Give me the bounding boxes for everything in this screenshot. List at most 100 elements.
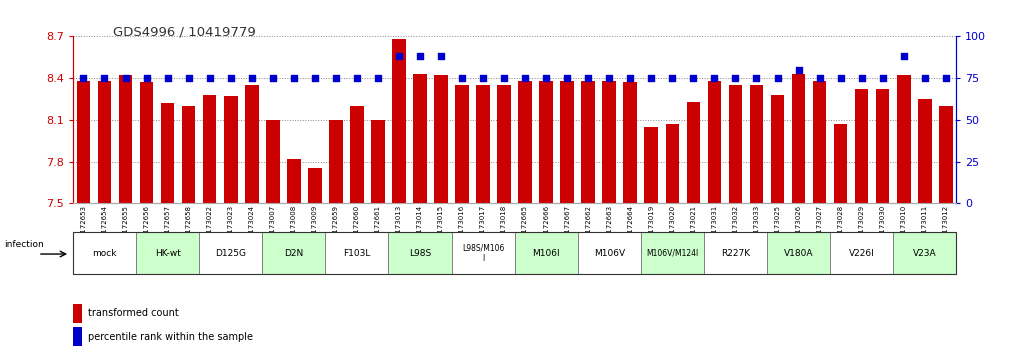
Bar: [262, 232, 325, 274]
Point: [665, 75, 681, 81]
Point: [895, 53, 912, 59]
Bar: [687, 102, 700, 203]
Point: [75, 75, 91, 81]
Bar: [73, 303, 82, 322]
Bar: [623, 82, 637, 203]
Bar: [918, 99, 932, 203]
Bar: [245, 85, 258, 203]
Text: GDS4996 / 10419779: GDS4996 / 10419779: [113, 25, 256, 38]
Bar: [497, 85, 511, 203]
Text: M106I: M106I: [533, 249, 560, 258]
Point: [874, 75, 890, 81]
Bar: [750, 85, 764, 203]
Text: F103L: F103L: [343, 249, 371, 258]
Bar: [435, 75, 448, 203]
Bar: [476, 85, 490, 203]
Text: V226I: V226I: [849, 249, 874, 258]
Bar: [519, 81, 532, 203]
Text: R227K: R227K: [721, 249, 750, 258]
Bar: [641, 232, 704, 274]
Bar: [308, 168, 322, 203]
Point: [180, 75, 197, 81]
Bar: [707, 81, 721, 203]
Point: [243, 75, 259, 81]
Bar: [644, 127, 658, 203]
Point: [202, 75, 218, 81]
Point: [811, 75, 828, 81]
Bar: [455, 85, 469, 203]
Text: infection: infection: [4, 240, 44, 249]
Bar: [203, 95, 217, 203]
Point: [286, 75, 302, 81]
Bar: [581, 81, 595, 203]
Point: [454, 75, 470, 81]
Point: [706, 75, 722, 81]
Text: transformed count: transformed count: [88, 308, 179, 318]
Bar: [792, 74, 805, 203]
Bar: [77, 81, 90, 203]
Point: [643, 75, 659, 81]
Point: [348, 75, 365, 81]
Text: HK-wt: HK-wt: [155, 249, 180, 258]
Bar: [666, 124, 679, 203]
Bar: [560, 81, 574, 203]
Point: [833, 75, 849, 81]
Bar: [140, 82, 153, 203]
Bar: [855, 89, 868, 203]
Bar: [350, 106, 364, 203]
Bar: [767, 232, 830, 274]
Bar: [200, 232, 262, 274]
Point: [538, 75, 554, 81]
Bar: [161, 103, 174, 203]
Text: mock: mock: [92, 249, 116, 258]
Text: percentile rank within the sample: percentile rank within the sample: [88, 332, 253, 342]
Bar: [876, 89, 889, 203]
Point: [854, 75, 870, 81]
Bar: [388, 232, 452, 274]
Point: [770, 75, 786, 81]
Bar: [897, 75, 911, 203]
Point: [328, 75, 344, 81]
Bar: [329, 120, 342, 203]
Bar: [577, 232, 641, 274]
Bar: [392, 39, 406, 203]
Point: [727, 75, 744, 81]
Point: [790, 67, 806, 73]
Point: [139, 75, 155, 81]
Bar: [73, 327, 82, 346]
Text: V180A: V180A: [784, 249, 813, 258]
Bar: [728, 85, 743, 203]
Bar: [287, 159, 301, 203]
Point: [622, 75, 638, 81]
Bar: [119, 75, 133, 203]
Text: V23A: V23A: [913, 249, 937, 258]
Point: [433, 53, 449, 59]
Bar: [136, 232, 200, 274]
Bar: [603, 81, 616, 203]
Point: [749, 75, 765, 81]
Text: L98S: L98S: [409, 249, 432, 258]
Bar: [325, 232, 388, 274]
Bar: [224, 96, 237, 203]
Point: [370, 75, 386, 81]
Bar: [181, 106, 196, 203]
Point: [475, 75, 491, 81]
Point: [496, 75, 513, 81]
Bar: [939, 106, 952, 203]
Bar: [97, 81, 111, 203]
Bar: [539, 81, 553, 203]
Bar: [830, 232, 893, 274]
Bar: [771, 95, 784, 203]
Bar: [413, 74, 426, 203]
Bar: [73, 232, 136, 274]
Point: [223, 75, 239, 81]
Bar: [452, 232, 515, 274]
Bar: [812, 81, 827, 203]
Point: [917, 75, 933, 81]
Bar: [265, 120, 280, 203]
Point: [264, 75, 281, 81]
Bar: [893, 232, 956, 274]
Point: [559, 75, 575, 81]
Point: [412, 53, 428, 59]
Point: [938, 75, 954, 81]
